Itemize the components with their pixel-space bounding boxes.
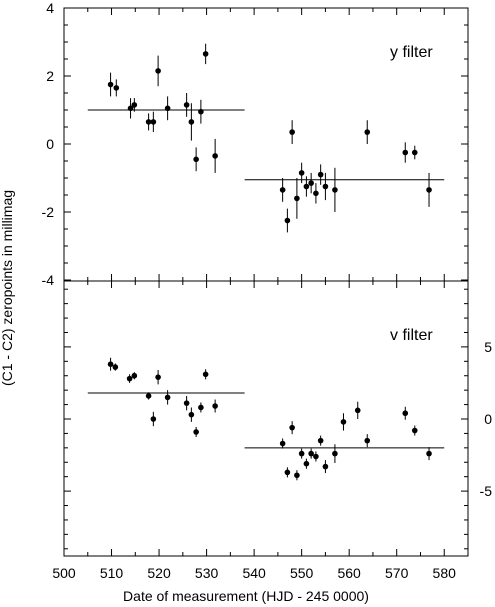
data-point — [107, 81, 114, 88]
x-tick-label: 510 — [100, 565, 124, 581]
y-tick-label-right: 5 — [484, 339, 492, 355]
data-point — [364, 437, 371, 444]
data-point — [145, 393, 152, 399]
data-point — [289, 129, 295, 135]
data-point — [126, 375, 133, 382]
data-point — [131, 372, 138, 379]
data-point — [113, 85, 120, 91]
data-point — [202, 51, 209, 57]
x-tick-label: 540 — [242, 565, 266, 581]
x-tick-label: 570 — [385, 565, 409, 581]
data-point — [183, 102, 190, 108]
data-point — [298, 170, 305, 176]
data-point — [313, 190, 319, 197]
data-point — [188, 411, 195, 418]
data-point — [164, 105, 171, 112]
x-tick-label: 520 — [147, 565, 171, 581]
filter-label-v: v filter — [390, 327, 433, 344]
x-tick-label: 550 — [290, 565, 314, 581]
x-tick-label: 560 — [337, 565, 361, 581]
data-point — [145, 119, 152, 125]
data-point — [279, 440, 286, 447]
data-point — [317, 437, 324, 444]
data-point — [322, 183, 329, 190]
data-point — [202, 371, 209, 378]
data-point — [340, 419, 347, 425]
data-point — [322, 463, 329, 470]
chart-frame — [63, 7, 469, 557]
data-point — [402, 149, 409, 156]
data-point — [364, 129, 371, 135]
data-point — [426, 450, 432, 457]
y-tick-label: -4 — [42, 272, 55, 288]
y-tick-label: 0 — [46, 136, 54, 152]
data-point — [150, 416, 157, 422]
data-point — [212, 403, 218, 409]
data-point — [289, 424, 295, 431]
data-point — [107, 361, 114, 368]
data-point — [112, 364, 119, 370]
data-point — [303, 183, 310, 190]
data-point — [198, 404, 204, 411]
data-point — [303, 460, 310, 467]
x-tick-label: 500 — [52, 565, 76, 581]
data-point — [164, 394, 171, 401]
data-point — [155, 68, 161, 74]
y-tick-label: 2 — [46, 68, 54, 84]
top-panel-y-filter: -4 -2 0 2 4 — [42, 0, 468, 288]
x-tick-label: 580 — [433, 565, 457, 581]
data-point — [198, 108, 204, 115]
data-point — [279, 187, 286, 193]
data-point — [294, 195, 300, 202]
data-point — [188, 119, 195, 125]
x-axis: 500 510 520 530 540 550 560 570 580 — [52, 8, 469, 581]
data-point — [284, 469, 291, 476]
y-axis-label: (C1 - C2) zeropoints in millimag — [0, 190, 15, 386]
x-axis-label: Date of measurement (HJD - 245 0000) — [123, 588, 369, 604]
data-point — [155, 374, 161, 380]
data-point — [131, 102, 138, 108]
data-point — [150, 119, 157, 125]
filter-label-y: y filter — [390, 44, 433, 61]
data-point — [284, 217, 291, 224]
data-point — [308, 450, 314, 457]
x-tick-label: 530 — [195, 565, 219, 581]
y-tick-label-right: -5 — [480, 483, 493, 499]
data-point — [411, 149, 418, 156]
y-tick-label: 4 — [46, 0, 54, 16]
y-tick-label-right: 0 — [484, 411, 492, 427]
data-point — [294, 472, 300, 479]
data-point — [308, 180, 314, 186]
data-point — [193, 156, 199, 163]
data-point — [127, 105, 134, 112]
data-point — [193, 429, 199, 435]
data-point — [332, 187, 338, 193]
data-point — [354, 407, 361, 414]
data-point — [313, 453, 319, 460]
bottom-panel-v-filter: -5 0 5 — [64, 288, 493, 550]
data-point — [332, 450, 338, 457]
data-point — [317, 171, 324, 178]
data-point — [183, 400, 190, 406]
data-point — [411, 427, 418, 434]
y-tick-label: -2 — [42, 204, 55, 220]
data-point — [298, 450, 305, 457]
data-point — [402, 410, 409, 417]
data-point — [212, 153, 218, 159]
plot-border — [63, 7, 469, 557]
data-point — [426, 187, 432, 193]
